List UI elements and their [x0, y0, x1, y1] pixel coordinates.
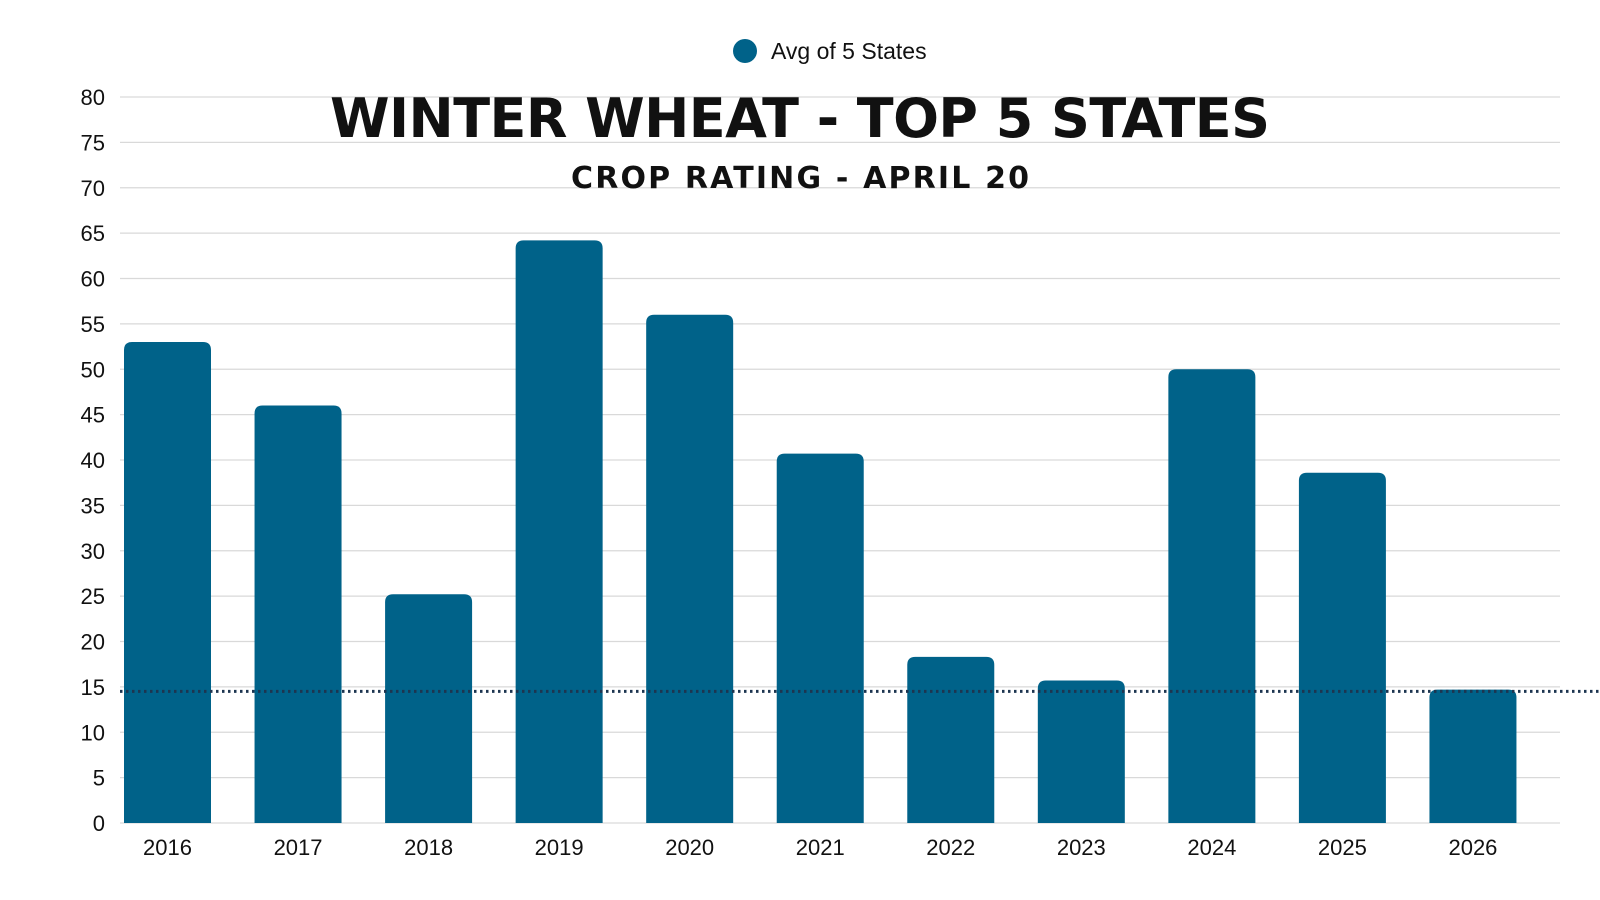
- y-tick-label: 50: [81, 357, 105, 382]
- legend-label: Avg of 5 States: [771, 38, 927, 64]
- bar-2024: [1168, 369, 1256, 823]
- y-tick-label: 10: [81, 720, 105, 745]
- bar-2016: [124, 342, 211, 823]
- x-tick-label: 2016: [143, 835, 192, 860]
- y-tick-label: 75: [81, 130, 105, 155]
- y-tick-label: 60: [81, 267, 105, 292]
- x-tick-label: 2025: [1318, 835, 1367, 860]
- x-tick-label: 2020: [665, 835, 714, 860]
- chart-subtitle: CROP RATING - APRIL 20: [571, 161, 1029, 196]
- x-tick-label: 2021: [796, 835, 845, 860]
- y-tick-label: 5: [93, 766, 105, 791]
- x-tick-label: 2026: [1448, 835, 1497, 860]
- x-axis-tick-labels: 2016 2017 2018 2019 2020 2021 2022 2023 2024 2025…: [143, 835, 1497, 860]
- y-tick-label: 55: [81, 312, 105, 337]
- y-tick-label: 20: [81, 630, 105, 655]
- bar-2026: [1429, 689, 1517, 823]
- x-tick-label: 2019: [535, 835, 584, 860]
- bar-2021: [776, 453, 864, 823]
- chart-title: WINTER WHEAT - TOP 5 STATES: [330, 87, 1270, 150]
- bar-2023: [1037, 680, 1125, 823]
- bar-2019: [515, 240, 603, 823]
- legend: Avg of 5 States: [733, 38, 927, 64]
- x-tick-label: 2024: [1187, 835, 1236, 860]
- legend-marker: [733, 39, 757, 63]
- bar-2020: [646, 314, 734, 823]
- bars: [124, 240, 1517, 823]
- x-tick-label: 2022: [926, 835, 975, 860]
- y-axis-tick-labels: 0 5 10 15 20 25 30 35 40 45 50 55 60 65 70 75 80: [81, 85, 105, 836]
- x-tick-label: 2018: [404, 835, 453, 860]
- y-tick-label: 35: [81, 493, 105, 518]
- y-tick-label: 45: [81, 403, 105, 428]
- y-tick-label: 30: [81, 539, 105, 564]
- bar-2017: [254, 405, 342, 823]
- x-tick-label: 2023: [1057, 835, 1106, 860]
- bar-2018: [385, 594, 473, 823]
- y-tick-label: 65: [81, 221, 105, 246]
- y-tick-label: 25: [81, 584, 105, 609]
- y-tick-label: 0: [93, 811, 105, 836]
- bar-2025: [1298, 472, 1386, 823]
- y-tick-label: 15: [81, 675, 105, 700]
- x-tick-label: 2017: [274, 835, 323, 860]
- y-tick-label: 70: [81, 176, 105, 201]
- bar-2022: [907, 656, 995, 823]
- y-tick-label: 40: [81, 448, 105, 473]
- y-tick-label: 80: [81, 85, 105, 110]
